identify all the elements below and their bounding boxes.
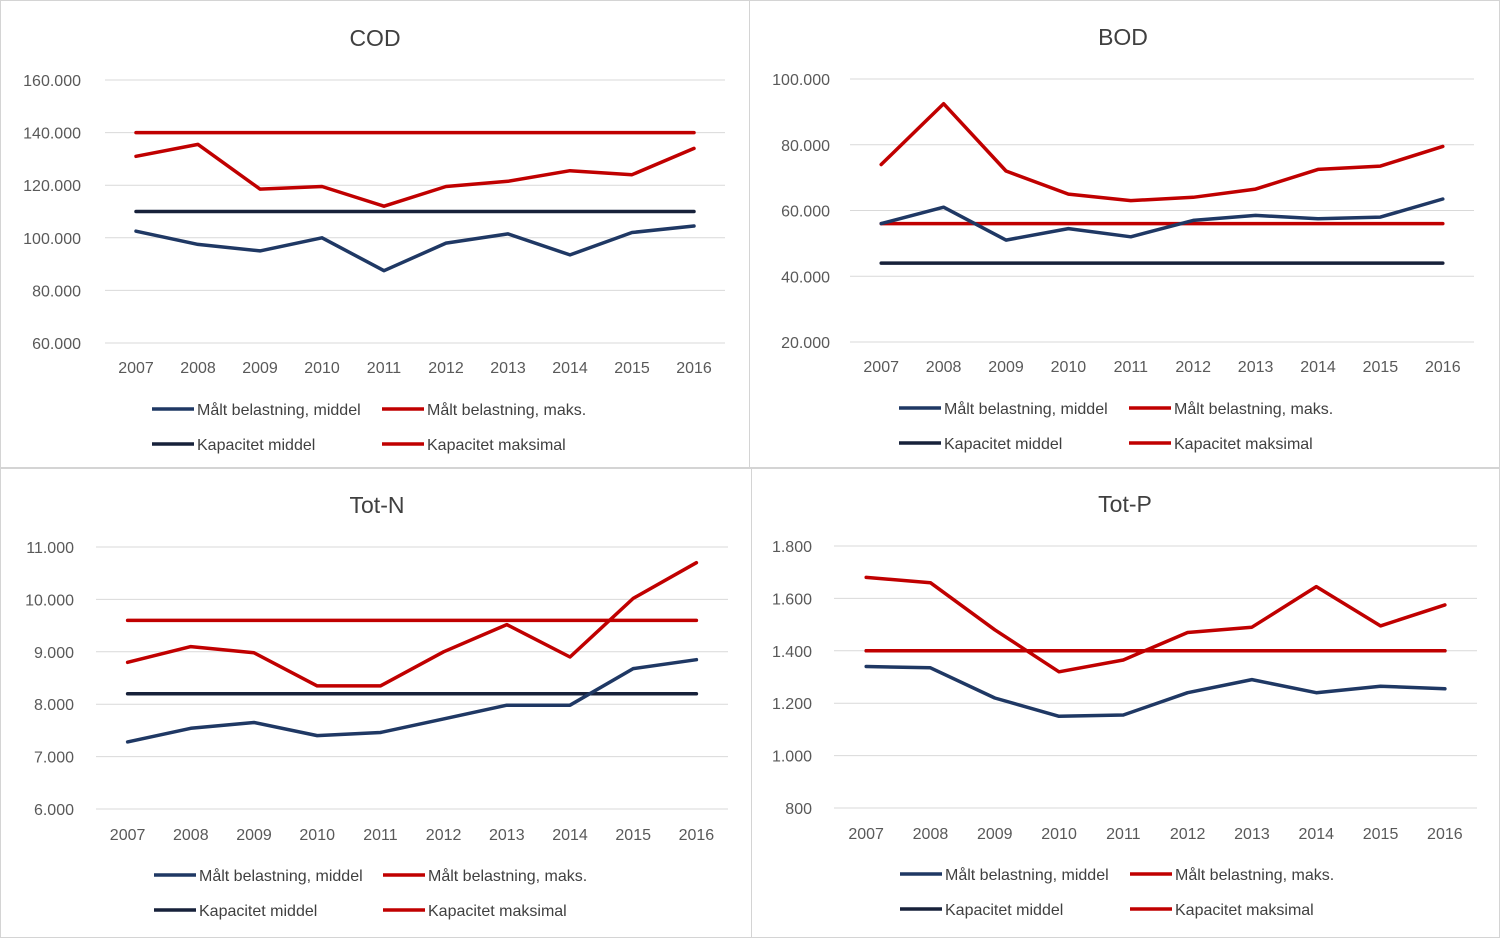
x-tick-label: 2014 (552, 360, 588, 377)
y-tick-label: 140.000 (23, 126, 81, 143)
legend-label: Kapacitet maksimal (1175, 902, 1314, 919)
chart-panel-tot-n: Tot-N 6.000 7.000 8.000 9.000 10.000 11.000 200… (0, 468, 752, 938)
chart-title-cod: COD (349, 25, 400, 51)
x-tick-label: 2011 (1114, 359, 1149, 376)
legend-label: Målt belastning, middel (945, 866, 1109, 884)
x-tick-label: 2016 (1427, 826, 1463, 843)
x-tick-label: 2009 (236, 827, 272, 844)
x-tick-label: 2008 (173, 827, 209, 844)
x-tick-label: 2009 (988, 359, 1024, 376)
y-tick-label: 1.800 (772, 539, 812, 556)
y-tick-label: 160.000 (23, 73, 81, 90)
x-tick-label: 2010 (1041, 826, 1077, 843)
y-tick-label: 8.000 (34, 697, 74, 714)
x-tick-label: 2012 (1170, 826, 1206, 843)
x-tick-label: 2007 (863, 359, 899, 376)
series-line-malt-belastning-middel (879, 197, 1445, 242)
x-tick-label: 2014 (552, 827, 588, 844)
chart-title-bod: BOD (1098, 24, 1148, 50)
y-tick-label: 120.000 (23, 178, 81, 195)
y-tick-label: 100.000 (23, 231, 81, 248)
series-line-malt-belastning-maks (125, 560, 699, 688)
y-tick-label: 1.600 (772, 591, 812, 608)
series-line-malt-belastning-middel (125, 657, 699, 744)
x-tick-label: 2010 (1051, 359, 1087, 376)
series-line-malt-belastning-maks (879, 101, 1445, 203)
series-line-malt-belastning-middel (134, 224, 696, 273)
x-tick-label: 2015 (1363, 826, 1399, 843)
legend-label: Målt belastning, maks. (1174, 400, 1333, 418)
x-tick-label: 2015 (614, 360, 650, 377)
y-tick-label: 60.000 (32, 336, 81, 353)
x-tick-label: 2007 (110, 827, 146, 844)
series-line-malt-belastning-middel (864, 664, 1447, 719)
x-tick-label: 2011 (367, 360, 402, 377)
y-tick-label: 1.200 (772, 696, 812, 713)
series-line-malt-belastning-maks (134, 142, 696, 208)
legend-label: Målt belastning, maks. (427, 401, 586, 419)
x-tick-label: 2013 (490, 360, 526, 377)
legend-label: Kapacitet middel (197, 437, 315, 454)
chart-svg-tot-p: Tot-P 800 1.000 1.200 1.400 1.600 1.800 2007 200… (772, 491, 1477, 919)
legend-label: Målt belastning, middel (944, 400, 1108, 418)
x-tick-label: 2008 (913, 826, 949, 843)
y-tick-label: 60.000 (781, 204, 830, 221)
x-tick-label: 2008 (926, 359, 962, 376)
y-tick-label: 80.000 (32, 283, 81, 300)
y-tick-label: 7.000 (34, 750, 74, 767)
legend-label: Kapacitet maksimal (428, 903, 567, 920)
x-tick-label: 2013 (1234, 826, 1270, 843)
x-tick-label: 2009 (242, 360, 278, 377)
y-tick-label: 1.000 (772, 749, 812, 766)
x-tick-label: 2016 (679, 827, 715, 844)
chart-panel-tot-p: Tot-P 800 1.000 1.200 1.400 1.600 1.800 2007 200… (751, 468, 1500, 938)
y-tick-label: 100.000 (772, 72, 830, 89)
x-tick-label: 2015 (615, 827, 651, 844)
x-tick-label: 2013 (489, 827, 525, 844)
x-tick-label: 2014 (1298, 826, 1334, 843)
x-tick-label: 2010 (299, 827, 335, 844)
x-tick-label: 2012 (426, 827, 462, 844)
y-tick-label: 9.000 (34, 645, 74, 662)
x-tick-label: 2012 (428, 360, 464, 377)
x-tick-label: 2014 (1300, 359, 1336, 376)
legend-label: Kapacitet middel (944, 436, 1062, 453)
x-tick-label: 2016 (676, 360, 712, 377)
chart-panel-cod: COD 60.000 80.000 100.000 120.000 140.000 160.… (0, 0, 750, 468)
chart-panel-bod: BOD 20.000 40.000 60.000 80.000 100.000 2007 20… (749, 0, 1500, 468)
x-tick-label: 2011 (1106, 826, 1141, 843)
series-line-malt-belastning-maks (864, 575, 1447, 674)
x-tick-label: 2016 (1425, 359, 1461, 376)
x-tick-label: 2009 (977, 826, 1013, 843)
legend-label: Målt belastning, maks. (428, 867, 587, 885)
y-tick-label: 6.000 (34, 802, 74, 819)
x-tick-label: 2013 (1238, 359, 1274, 376)
y-tick-label: 40.000 (781, 269, 830, 286)
legend-label: Målt belastning, maks. (1175, 866, 1334, 884)
legend-label: Kapacitet middel (199, 903, 317, 920)
y-tick-label: 10.000 (25, 592, 74, 609)
chart-svg-cod: COD 60.000 80.000 100.000 120.000 140.000 160.… (23, 25, 725, 454)
x-tick-label: 2011 (363, 827, 398, 844)
chart-svg-bod: BOD 20.000 40.000 60.000 80.000 100.000 2007 20… (772, 24, 1474, 453)
y-tick-label: 20.000 (781, 335, 830, 352)
chart-title-tot-p: Tot-P (1098, 491, 1152, 517)
y-tick-label: 80.000 (781, 138, 830, 155)
chart-svg-tot-n: Tot-N 6.000 7.000 8.000 9.000 10.000 11.000 200… (25, 492, 728, 920)
x-tick-label: 2007 (848, 826, 884, 843)
y-tick-label: 1.400 (772, 644, 812, 661)
y-tick-label: 11.000 (26, 540, 74, 557)
y-tick-label: 800 (785, 801, 812, 818)
legend-label: Kapacitet maksimal (427, 437, 566, 454)
x-tick-label: 2012 (1175, 359, 1211, 376)
legend-label: Målt belastning, middel (199, 867, 363, 885)
x-tick-label: 2008 (180, 360, 216, 377)
legend-label: Målt belastning, middel (197, 401, 361, 419)
x-tick-label: 2010 (304, 360, 340, 377)
chart-title-tot-n: Tot-N (350, 492, 405, 518)
x-tick-label: 2007 (118, 360, 154, 377)
legend-label: Kapacitet maksimal (1174, 436, 1313, 453)
x-tick-label: 2015 (1363, 359, 1399, 376)
legend-label: Kapacitet middel (945, 902, 1063, 919)
